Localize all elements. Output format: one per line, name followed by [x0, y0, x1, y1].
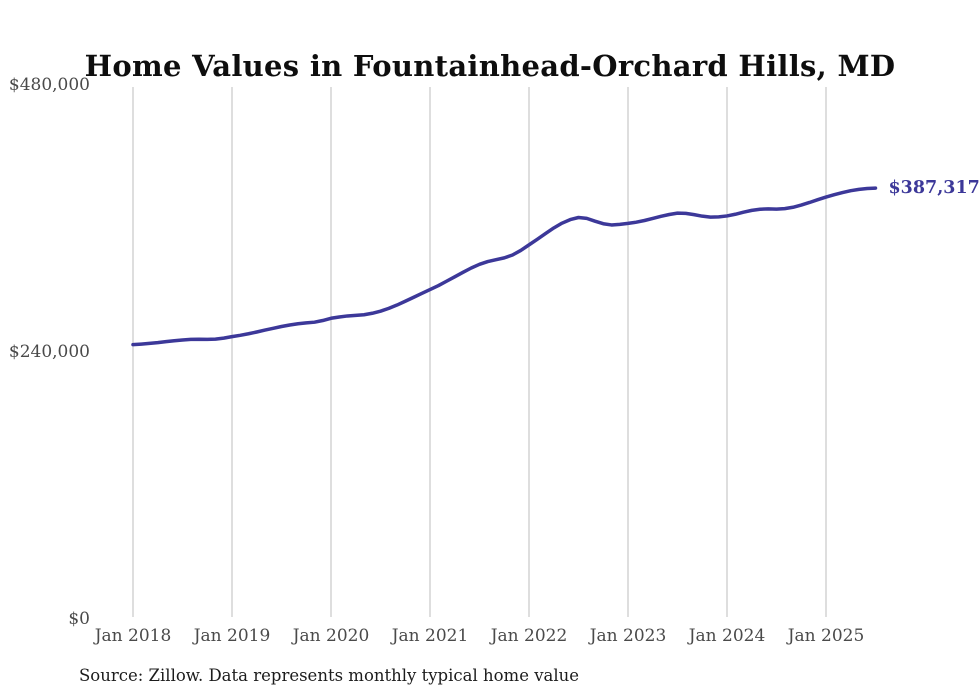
y-axis-tick-label: $480,000: [8, 75, 90, 95]
chart-title: Home Values in Fountainhead-Orchard Hill…: [84, 49, 896, 84]
y-axis-tick-label: $240,000: [8, 342, 90, 362]
source-note: Source: Zillow. Data represents monthly …: [79, 666, 580, 685]
x-axis-tick-label: Jan 2021: [391, 626, 469, 646]
x-axis-tick-label: Jan 2025: [787, 626, 865, 646]
latest-value-label: $387,317: [888, 178, 980, 199]
x-axis-tick-label: Jan 2022: [490, 626, 568, 646]
x-axis-tick-label: Jan 2020: [292, 626, 370, 646]
x-axis-tick-label: Jan 2019: [193, 626, 271, 646]
x-axis-tick-label: Jan 2023: [589, 626, 667, 646]
x-axis-tick-label: Jan 2024: [688, 626, 766, 646]
home-value-line: [131, 186, 878, 347]
x-axis-tick-label: Jan 2018: [94, 626, 172, 646]
y-axis-tick-label: $0: [68, 609, 90, 629]
